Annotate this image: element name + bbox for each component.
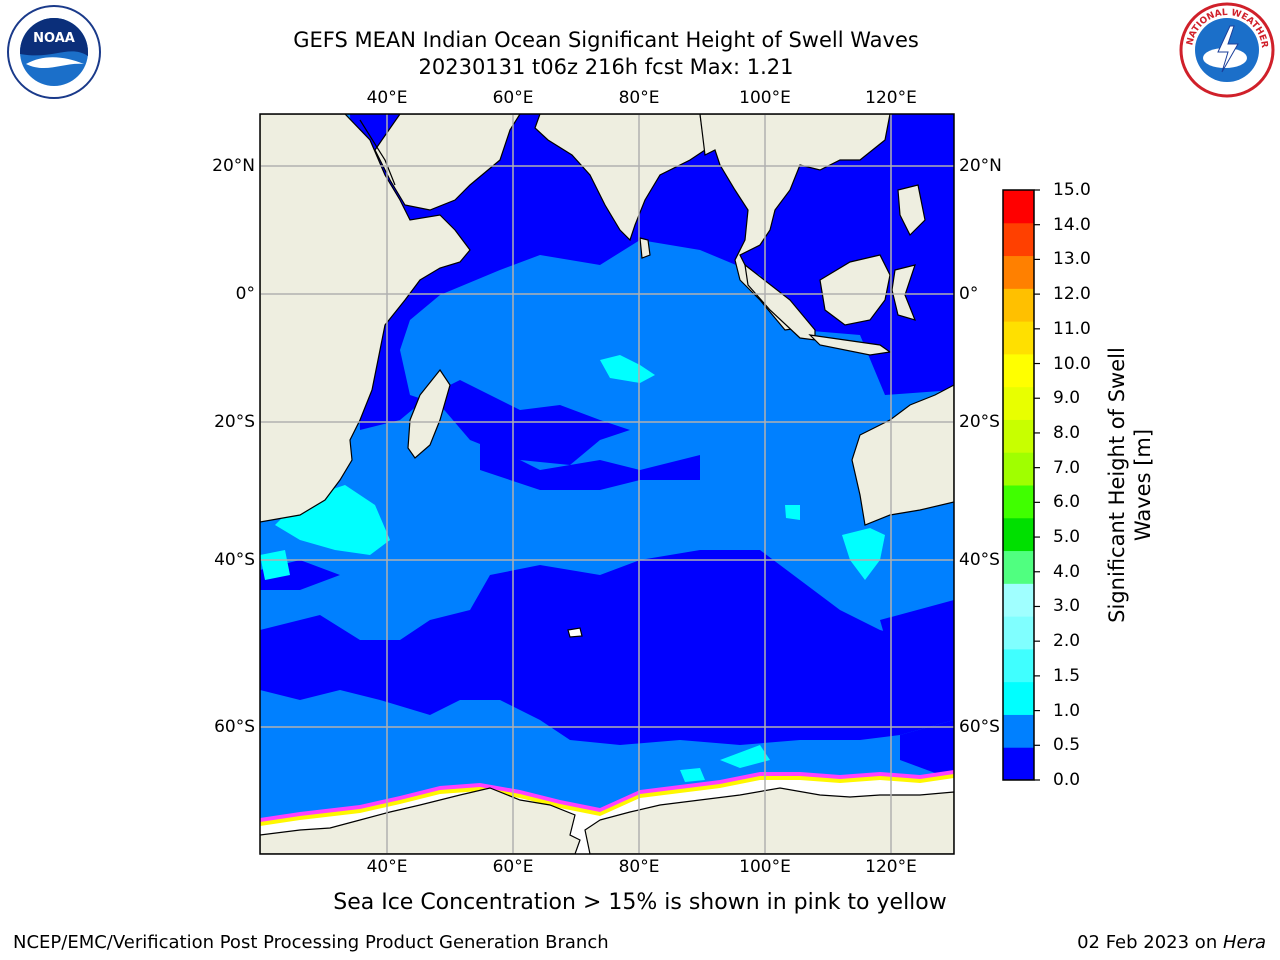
colorbar-tick-label: 3.0 [1053, 596, 1081, 617]
lon-label-bottom: 80°E [618, 857, 660, 877]
footer-date-text: 02 Feb 2023 on [1077, 932, 1223, 953]
colorbar-tick-label: 14.0 [1053, 214, 1091, 235]
colorbar-segment [1003, 321, 1034, 355]
colorbar-segment [1003, 419, 1034, 453]
lon-label-top: 60°E [492, 88, 534, 108]
colorbar-tick-label: 5.0 [1053, 527, 1081, 548]
lat-label-right: 40°S [959, 550, 1000, 570]
colorbar-segment [1003, 714, 1034, 748]
colorbar-tick-label: 15.0 [1053, 180, 1091, 200]
land-madagascar [407, 368, 451, 459]
lat-label-right: 0° [959, 284, 979, 304]
lat-label-right: 20°S [959, 412, 1000, 432]
colorbar-tick-label: 12.0 [1053, 284, 1091, 305]
colorbar-tick-label: 1.5 [1053, 665, 1081, 686]
land-sumatra [744, 263, 816, 341]
lat-label-left: 40°S [214, 550, 255, 570]
colorbar-tick-label: 9.0 [1053, 388, 1081, 409]
graticule [260, 114, 954, 854]
lon-label-top: 100°E [739, 88, 791, 108]
colorbar-segment [1003, 190, 1034, 224]
colorbar-label: Significant Height of Swell Waves [m] [1105, 347, 1155, 623]
colorbar-segment [1003, 648, 1034, 683]
colorbar-tick-label: 2.0 [1053, 631, 1081, 652]
footer-host: Hera [1222, 932, 1266, 953]
colorbar-frame [1002, 189, 1035, 781]
footer-date: 02 Feb 2023 on Hera [1077, 932, 1266, 953]
colorbar-tick-label: 0.5 [1053, 735, 1081, 756]
colorbar-segment [1003, 747, 1034, 781]
colorbar-segment [1003, 222, 1034, 257]
lat-label-left: 20°N [212, 156, 255, 176]
colorbar [1002, 189, 1040, 781]
colorbar-segment [1003, 386, 1034, 420]
colorbar-tick-label: 6.0 [1053, 492, 1081, 513]
colorbar-segment [1003, 550, 1034, 584]
lon-label-bottom: 40°E [366, 857, 408, 877]
colorbar-tick-label: 11.0 [1053, 318, 1091, 339]
colorbar-segment [1003, 485, 1034, 519]
colorbar-tick-label: 4.0 [1053, 561, 1081, 582]
footer-credit: NCEP/EMC/Verification Post Processing Pr… [13, 932, 609, 953]
colorbar-tick-label: 10.0 [1053, 353, 1091, 374]
lon-label-bottom: 100°E [739, 857, 791, 877]
colorbar-tick-label: 7.0 [1053, 457, 1081, 478]
colorbar-tick-label: 0.0 [1053, 770, 1081, 790]
map-frame [259, 113, 955, 855]
land-australia [851, 384, 954, 526]
colorbar-segment [1003, 288, 1034, 322]
colorbar-segment [1003, 517, 1034, 552]
land-india [534, 114, 706, 242]
colorbar-segment [1003, 255, 1034, 289]
sea-ice-note: Sea Ice Concentration > 15% is shown in … [333, 890, 947, 915]
lat-label-left: 0° [235, 284, 255, 304]
colorbar-tick-label: 13.0 [1053, 249, 1091, 270]
colorbar-tick-label: 8.0 [1053, 422, 1081, 443]
chart-subtitle: 20230131 t06z 216h fcst Max: 1.21 [418, 55, 794, 79]
lon-label-top: 40°E [366, 88, 408, 108]
land-borneo [819, 254, 891, 326]
low-swell-regions [260, 114, 954, 780]
land-antarctica [260, 787, 581, 854]
colorbar-segment [1003, 616, 1034, 650]
lat-label-right: 20°N [959, 156, 1002, 176]
colorbar-segment [1003, 583, 1034, 617]
colorbar-tick-label: 1.0 [1053, 700, 1081, 721]
lon-label-bottom: 60°E [492, 857, 534, 877]
chart-title: GEFS MEAN Indian Ocean Significant Heigh… [293, 28, 919, 52]
colorbar-segment [1003, 452, 1034, 486]
lon-label-top: 120°E [865, 88, 917, 108]
lat-label-right: 60°S [959, 717, 1000, 737]
colorbar-segment [1003, 681, 1034, 715]
noaa-logo: NOAA [7, 5, 101, 99]
lon-label-bottom: 120°E [865, 857, 917, 877]
lat-label-left: 20°S [214, 412, 255, 432]
land-africa [260, 114, 471, 523]
lon-label-top: 80°E [618, 88, 660, 108]
nws-logo: NATIONAL WEATHER SERVICE [1178, 2, 1275, 98]
lat-label-left: 60°S [214, 717, 255, 737]
noaa-logo-text: NOAA [33, 31, 75, 46]
colorbar-segment [1003, 353, 1034, 388]
